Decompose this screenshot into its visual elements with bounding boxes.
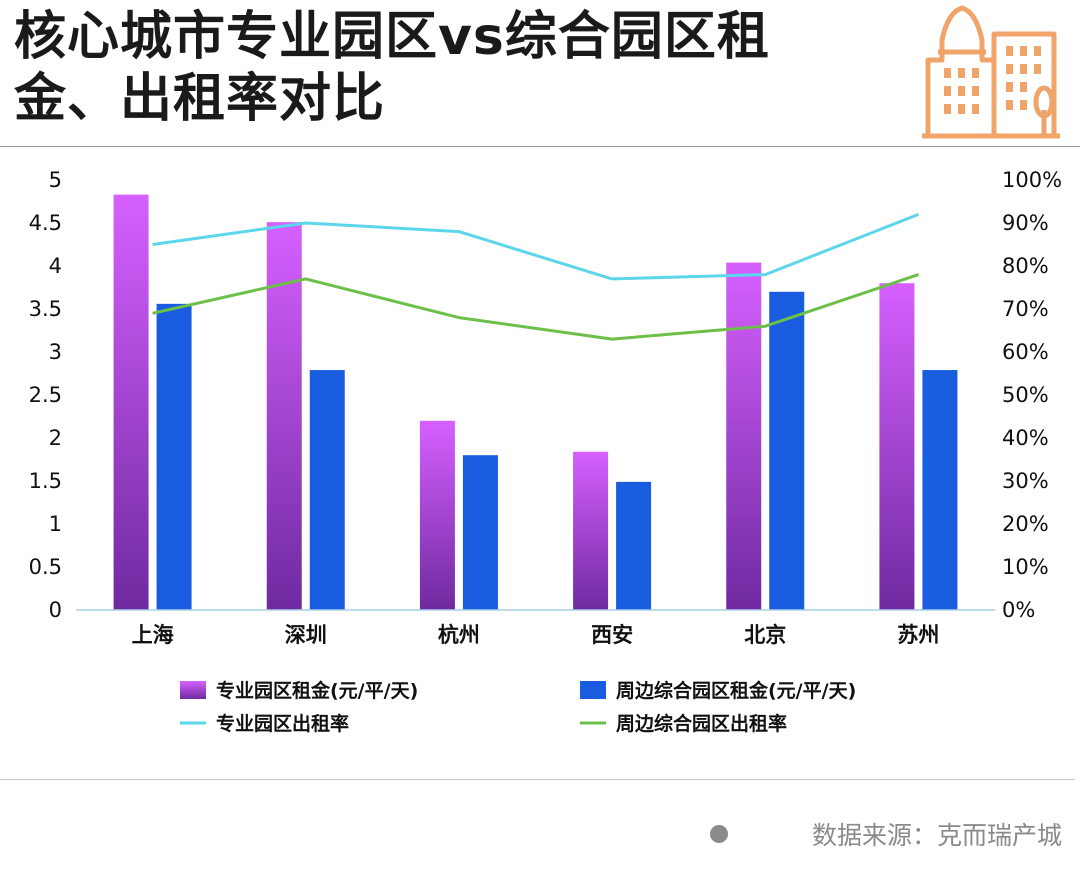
left-tick-label: 1.5 — [29, 469, 62, 493]
right-tick-label: 40% — [1002, 426, 1049, 450]
legend: 专业园区租金(元/平/天) 周边综合园区租金(元/平/天) 专业园区出租率 周边综合园… — [180, 679, 856, 735]
specialized-rent-bar — [879, 283, 915, 610]
right-tick-label: 0% — [1002, 598, 1035, 622]
legend-swatch-0 — [180, 681, 206, 699]
chart-title: 核心城市专业园区vs综合园区租 金、出租率对比 — [14, 6, 914, 130]
data-source: 数据来源：克而瑞产城 — [811, 821, 1062, 850]
header-divider — [0, 146, 1080, 147]
left-tick-label: 2.5 — [29, 383, 62, 407]
left-tick-label: 5 — [49, 168, 62, 192]
legend-label-0: 专业园区租金(元/平/天) — [216, 679, 418, 702]
right-tick-label: 30% — [1002, 469, 1049, 493]
legend-label-3: 周边综合园区出租率 — [616, 712, 787, 735]
general-rent-bar — [156, 303, 192, 610]
general-rent-bar — [616, 481, 652, 610]
general-rent-bar — [922, 370, 958, 610]
footer-divider — [0, 779, 1075, 780]
legend-swatch-1 — [580, 681, 606, 699]
title-line-2: 金、出租率对比 — [14, 69, 386, 129]
right-tick-label: 90% — [1002, 211, 1049, 235]
category-label: 苏州 — [897, 623, 939, 647]
general-rent-bar — [309, 370, 345, 610]
left-tick-label: 4 — [49, 254, 62, 278]
left-tick-label: 4.5 — [29, 211, 62, 235]
title-line-1: 核心城市专业园区vs综合园区租 — [14, 7, 770, 67]
combo-chart: 00.511.522.533.544.550%10%20%30%40%50%60… — [29, 168, 1062, 735]
left-tick-label: 0 — [49, 598, 62, 622]
right-tick-label: 70% — [1002, 297, 1049, 321]
specialized-rate-line — [152, 213, 919, 281]
specialized-rent-bar — [113, 194, 149, 610]
building-icon — [922, 5, 1060, 139]
category-label: 深圳 — [285, 623, 327, 647]
legend-label-2: 专业园区出租率 — [216, 712, 349, 735]
left-tick-label: 2 — [49, 426, 62, 450]
category-label: 杭州 — [438, 623, 480, 647]
specialized-rent-bar — [573, 451, 609, 610]
left-tick-label: 3 — [49, 340, 62, 364]
right-tick-label: 20% — [1002, 512, 1049, 536]
specialized-rent-bar — [726, 262, 762, 610]
general-rent-bar — [462, 455, 498, 610]
general-rent-bar — [769, 291, 805, 610]
right-tick-label: 50% — [1002, 383, 1049, 407]
legend-label-1: 周边综合园区租金(元/平/天) — [616, 679, 856, 702]
left-tick-label: 0.5 — [29, 555, 62, 579]
category-label: 北京 — [744, 623, 786, 647]
right-tick-label: 10% — [1002, 555, 1049, 579]
right-tick-label: 60% — [1002, 340, 1049, 364]
category-label: 西安 — [591, 623, 633, 647]
right-tick-label: 80% — [1002, 254, 1049, 278]
right-tick-label: 100% — [1002, 168, 1062, 192]
general-rate-line — [152, 273, 919, 341]
category-label: 上海 — [132, 623, 174, 647]
specialized-rent-bar — [419, 420, 455, 610]
left-tick-label: 3.5 — [29, 297, 62, 321]
source-bullet-icon — [710, 825, 728, 843]
left-tick-label: 1 — [49, 512, 62, 536]
